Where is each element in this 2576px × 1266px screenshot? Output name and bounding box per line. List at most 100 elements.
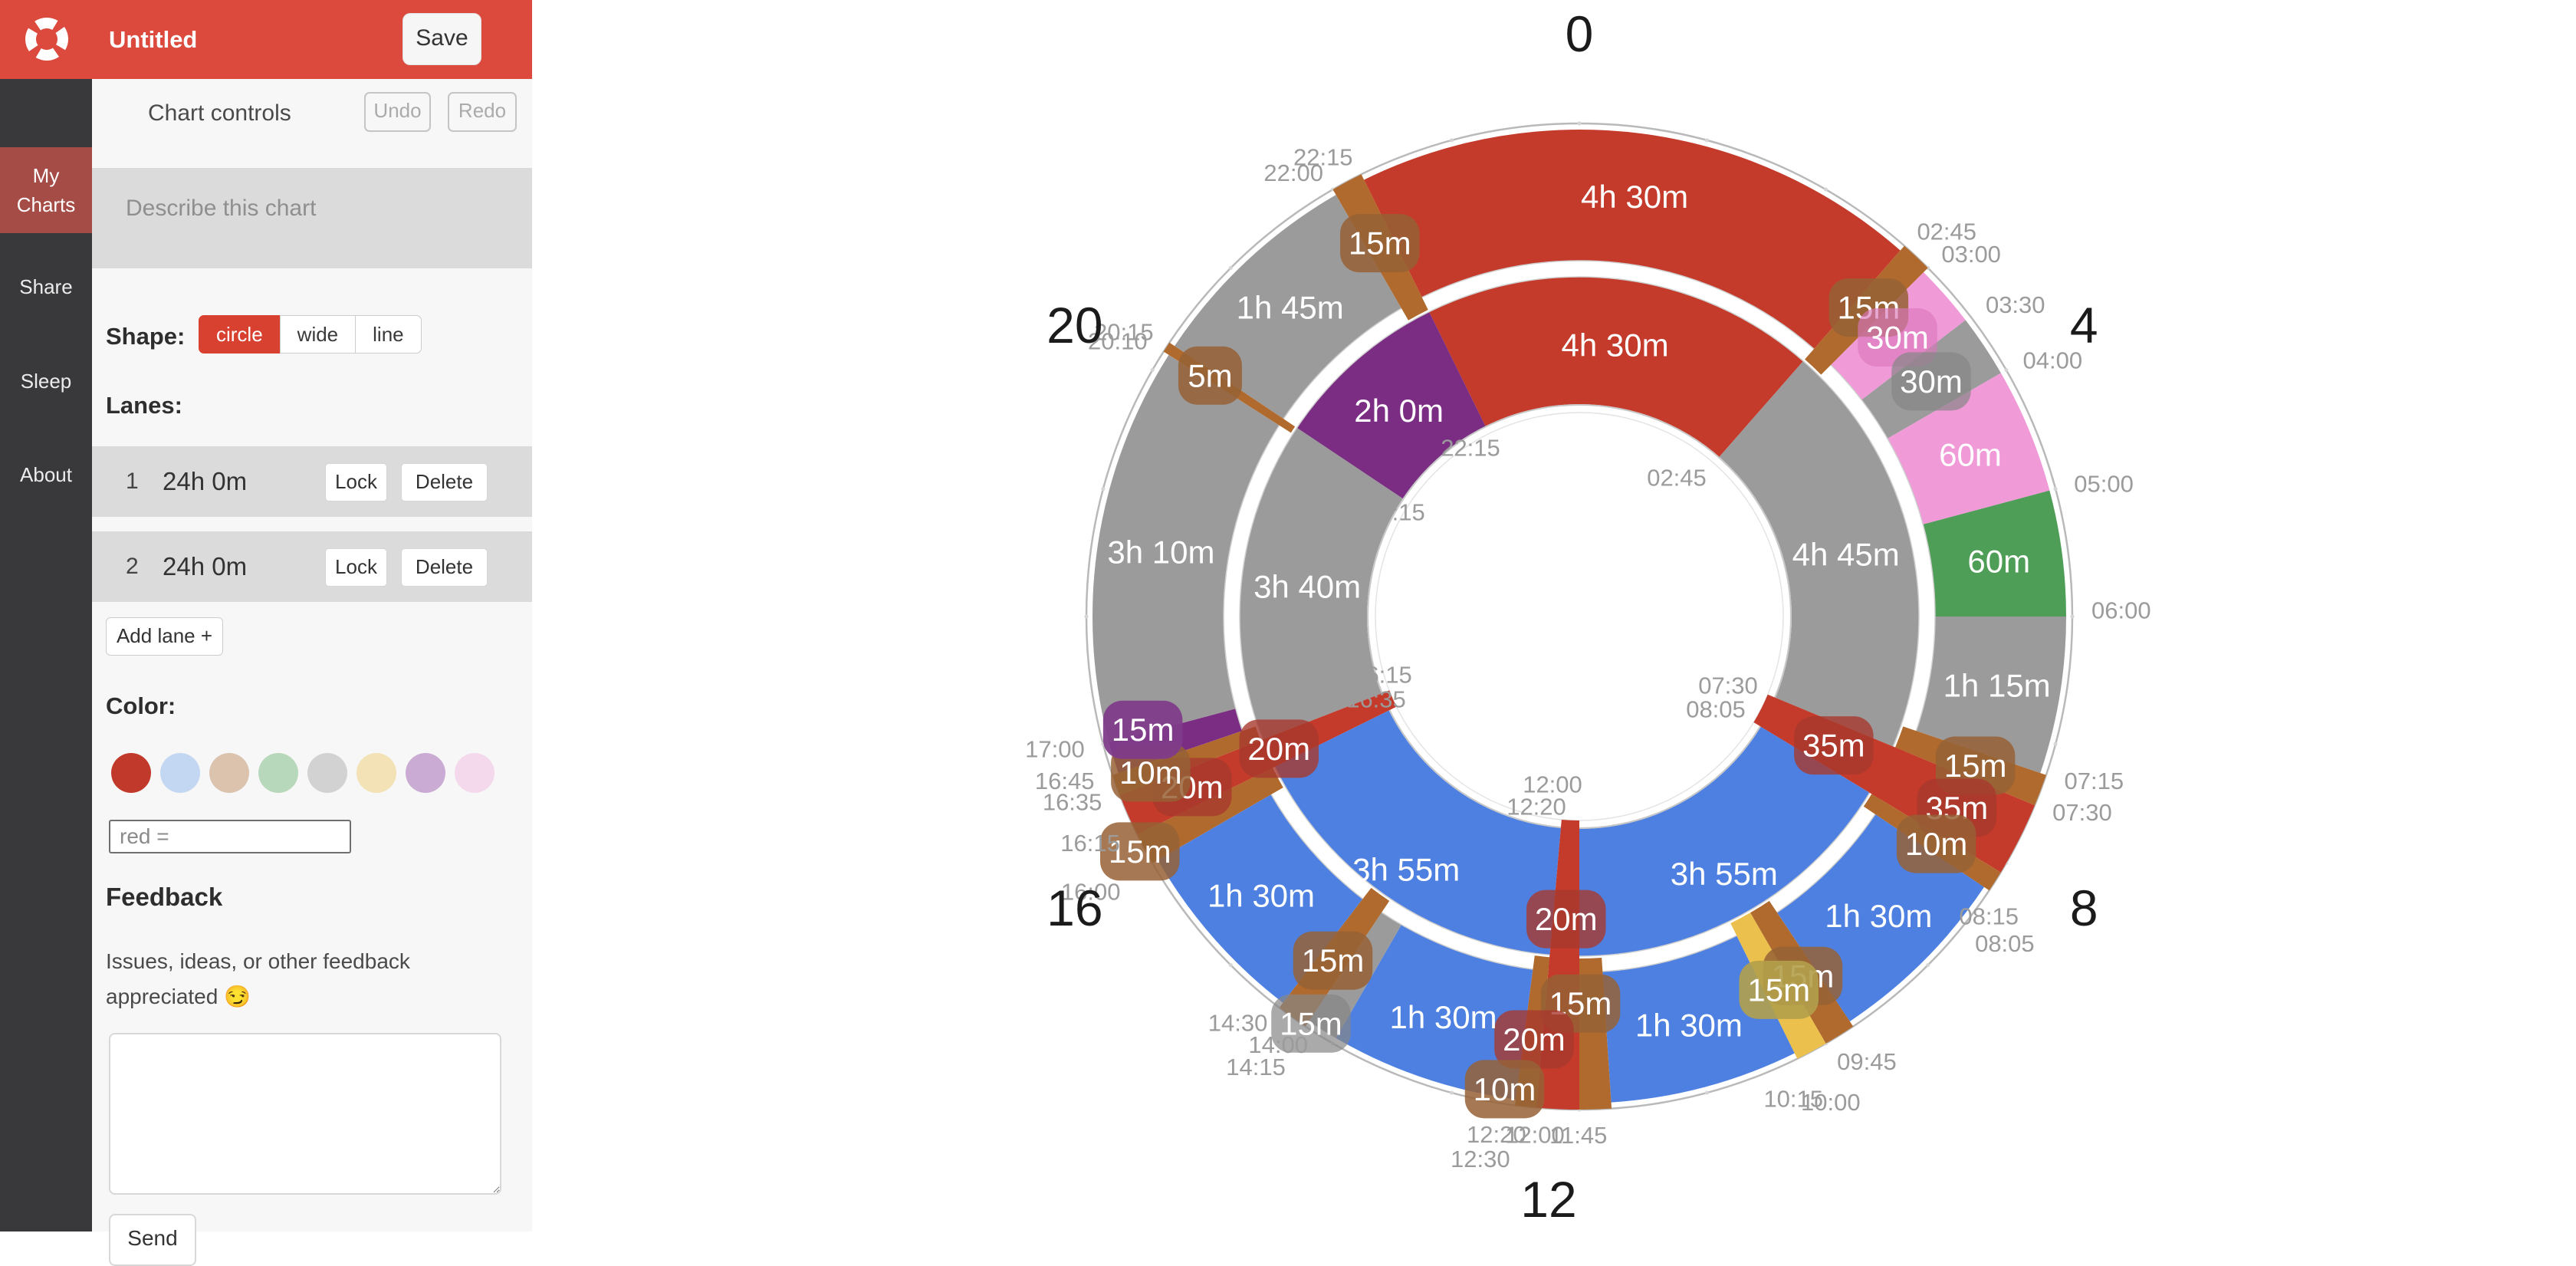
app-logo-icon[interactable]: [23, 15, 71, 63]
color-swatch[interactable]: [406, 753, 445, 793]
color-label: Color:: [106, 692, 176, 719]
sidebar-item-sleep[interactable]: Sleep: [20, 370, 72, 393]
chart-segment[interactable]: [1923, 490, 2066, 617]
time-tick-label: 07:30: [2052, 799, 2112, 826]
segment-duration-label: 1h 30m: [1635, 1008, 1743, 1044]
undo-button[interactable]: Undo: [364, 92, 431, 132]
color-swatch[interactable]: [111, 753, 151, 793]
time-tick-label: 14:30: [1208, 1009, 1268, 1036]
lanes-label: Lanes:: [106, 392, 182, 419]
chart-segment[interactable]: [1240, 427, 1404, 740]
color-palette: [111, 753, 504, 793]
save-button[interactable]: Save: [402, 13, 481, 65]
hour-label: 4: [2070, 297, 2098, 353]
chart-segment[interactable]: [1336, 924, 1533, 1100]
sidebar: My Charts Share Sleep About: [0, 79, 92, 1231]
hour-tick-dot: [1101, 487, 1106, 492]
segment-duration-label: 20m: [1503, 1021, 1566, 1057]
feedback-description: Issues, ideas, or other feedback appreci…: [106, 949, 410, 1008]
segment-duration-badge: [1739, 960, 1819, 1019]
lane-duration: 24h 0m: [163, 467, 248, 495]
hour-tick-dot: [1228, 963, 1233, 968]
hour-tick-dot: [2070, 614, 2075, 619]
lock-button[interactable]: Lock: [325, 463, 387, 501]
color-swatch[interactable]: [455, 753, 495, 793]
color-swatch[interactable]: [160, 753, 200, 793]
segment-duration-label: 20m: [1247, 731, 1310, 767]
time-tick-label: 12:30: [1451, 1146, 1510, 1172]
segment-duration-label: 4h 45m: [1792, 536, 1900, 572]
shape-option-line[interactable]: line: [355, 315, 422, 353]
describe-chart-input[interactable]: [92, 168, 532, 268]
page-title: Untitled: [109, 26, 198, 53]
shape-option-wide[interactable]: wide: [279, 315, 356, 353]
segment-duration-label: 15m: [1280, 1005, 1342, 1041]
header-bar: Untitled Save: [0, 0, 532, 79]
segment-duration-badge: [1293, 931, 1373, 990]
hour-tick-dot: [1450, 1090, 1454, 1095]
color-swatch[interactable]: [258, 753, 298, 793]
lane-duration: 24h 0m: [163, 552, 248, 580]
chart-segment[interactable]: [1887, 373, 2050, 524]
segment-duration-label: 10m: [1119, 755, 1182, 791]
segment-duration-label: 15m: [1349, 225, 1411, 261]
time-tick-label: 16:15: [1352, 662, 1412, 689]
segment-duration-label: 15m: [1302, 942, 1365, 978]
lane-row: 2 24h 0m Lock Delete: [92, 531, 532, 602]
segment-duration-label: 15m: [1112, 712, 1175, 748]
time-tick-label: 16:35: [1346, 686, 1406, 713]
time-tick-label: 08:05: [1686, 696, 1746, 723]
segment-duration-label: 15m: [1944, 748, 2007, 784]
time-tick-label: 06:00: [2091, 597, 2151, 624]
chart-segment[interactable]: [1092, 354, 1280, 743]
color-swatch[interactable]: [307, 753, 347, 793]
chart-segment[interactable]: [1579, 726, 1870, 956]
color-swatch[interactable]: [209, 753, 249, 793]
hour-label: 16: [1046, 880, 1102, 936]
segment-duration-label: 30m: [1866, 320, 1929, 356]
segment-duration-badge: [1102, 700, 1183, 759]
segment-duration-label: 3h 55m: [1671, 856, 1778, 892]
hour-tick-dot: [1704, 1090, 1709, 1095]
shape-option-circle[interactable]: circle: [199, 315, 281, 353]
lane-row: 1 24h 0m Lock Delete: [92, 446, 532, 517]
segment-duration-badge: [1178, 346, 1242, 405]
time-tick-label: 14:00: [1248, 1031, 1308, 1058]
chart-segment[interactable]: [1296, 311, 1486, 499]
color-name-input[interactable]: [109, 820, 351, 853]
add-lane-button[interactable]: Add lane +: [106, 617, 223, 656]
hour-tick-dot: [1450, 138, 1454, 143]
chart-segment[interactable]: [1274, 710, 1561, 955]
segment-duration-label: 35m: [1802, 728, 1865, 764]
redo-button[interactable]: Redo: [448, 92, 517, 132]
lock-button[interactable]: Lock: [325, 548, 387, 587]
segment-duration-label: 60m: [1939, 436, 2002, 472]
time-tick-label: 22:15: [1441, 435, 1500, 462]
time-tick-label: 22:15: [1293, 143, 1353, 170]
time-tick-label: 20:10: [1088, 328, 1148, 355]
segment-duration-label: 10m: [1905, 826, 1968, 862]
color-swatch[interactable]: [356, 753, 396, 793]
chart-segment[interactable]: [1718, 360, 1919, 747]
send-button[interactable]: Send: [109, 1214, 196, 1266]
time-tick-label: 09:45: [1837, 1048, 1897, 1075]
time-tick-label: 11:45: [1549, 1122, 1607, 1149]
segment-duration-badge: [1340, 214, 1420, 273]
chart-segment[interactable]: [1916, 617, 2066, 774]
chart-canvas[interactable]: 4h 30m 15m 30m 30m 60m 60m 1h 15m 15m 35m 10m 1h 3…: [532, 0, 2576, 1231]
delete-button[interactable]: Delete: [401, 463, 488, 501]
chart-segment[interactable]: [1364, 130, 1901, 350]
segment-duration-label: 30m: [1900, 363, 1963, 400]
segment-duration-badge: [1858, 308, 1937, 367]
delete-button[interactable]: Delete: [401, 548, 488, 587]
time-tick-label: 02:45: [1917, 218, 1976, 245]
lane-number: 1: [126, 469, 139, 494]
sidebar-item-about[interactable]: About: [20, 463, 72, 486]
hour-tick-dot: [1228, 265, 1233, 270]
sidebar-item-my-charts[interactable]: My Charts: [0, 147, 92, 233]
shape-label: Shape:: [106, 323, 186, 350]
sidebar-item-share[interactable]: Share: [19, 275, 73, 298]
feedback-input[interactable]: [109, 1033, 501, 1195]
time-tick-label: 02:45: [1647, 465, 1707, 492]
segment-duration-label: 3h 10m: [1107, 534, 1214, 571]
